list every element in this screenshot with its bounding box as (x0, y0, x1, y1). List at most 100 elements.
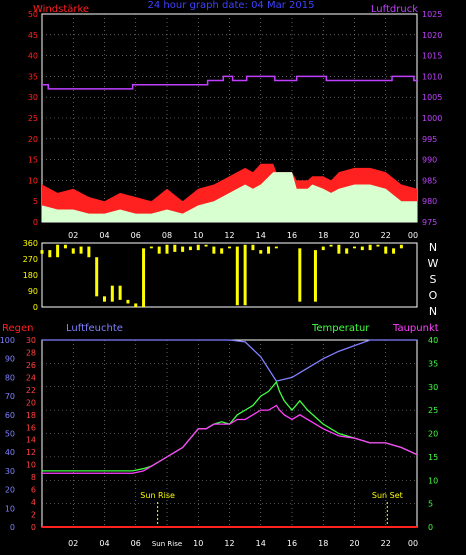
climate-time-tick: 14 (256, 539, 266, 548)
wind-time-tick: 16 (287, 231, 297, 240)
rain-tick-label: 0 (31, 523, 36, 532)
climate-time-tick: 18 (318, 539, 328, 548)
pressure-tick-label: 990 (422, 156, 437, 165)
pressure-tick-label: 1025 (422, 10, 442, 19)
pressure-axis-label: Luftdruck (371, 4, 418, 15)
wind-time-tick: 00 (408, 231, 418, 240)
wind-tick-label: 10 (28, 176, 38, 185)
wind-tick-label: 45 (28, 31, 38, 40)
wind-tick-label: 5 (33, 197, 38, 206)
wind-tick-label: 25 (28, 114, 38, 123)
humidity-tick-label: 30 (5, 467, 15, 476)
pressure-tick-label: 975 (422, 218, 437, 227)
temperature-tick-label: 40 (428, 336, 438, 345)
wind-time-tick: 12 (224, 231, 234, 240)
rain-tick-label: 16 (26, 423, 36, 432)
direction-tick-label: 90 (28, 287, 38, 296)
direction-tick-label: 270 (23, 255, 38, 264)
pressure-tick-label: 1000 (422, 114, 442, 123)
pressure-tick-label: 1020 (422, 31, 442, 40)
temperature-tick-label: 35 (428, 359, 438, 368)
compass-label: W (428, 257, 439, 270)
rain-tick-label: 4 (31, 498, 36, 507)
temperature-tick-label: 0 (428, 523, 433, 532)
compass-label: S (430, 273, 437, 286)
wind-tick-label: 0 (33, 218, 38, 227)
rain-legend: Regen (2, 323, 34, 334)
wind-time-tick: 18 (318, 231, 328, 240)
climate-time-tick: 10 (193, 539, 203, 548)
rain-tick-label: 26 (26, 361, 36, 370)
sun-marker-label: Sun Set (372, 491, 403, 500)
direction-tick-label: 180 (23, 271, 38, 280)
pressure-tick-label: 995 (422, 135, 437, 144)
humidity-tick-label: 100 (0, 336, 15, 345)
climate-time-tick: 16 (287, 539, 297, 548)
wind-tick-label: 15 (28, 156, 38, 165)
humidity-tick-label: 70 (5, 392, 15, 401)
humidity-tick-label: 40 (5, 448, 15, 457)
wind-time-tick: 04 (99, 231, 109, 240)
rain-tick-label: 6 (31, 486, 36, 495)
compass-label: N (429, 241, 437, 254)
humidity-tick-label: 50 (5, 430, 15, 439)
chart-marks: 0510152025303540455097598098599099510001… (0, 10, 442, 548)
pressure-line (42, 75, 417, 90)
climate-time-tick: 02 (68, 539, 78, 548)
temperature-tick-label: 15 (428, 453, 438, 462)
dewpoint-line (42, 404, 418, 474)
rain-tick-label: 10 (26, 461, 36, 470)
temperature-legend: Temperatur (311, 323, 370, 334)
humidity-tick-label: 60 (5, 411, 15, 420)
temperature-line (42, 380, 418, 472)
wind-time-tick: 06 (131, 231, 141, 240)
wind-tick-label: 50 (28, 10, 38, 19)
wind-average-area (42, 172, 417, 222)
wind-time-tick: 20 (349, 231, 359, 240)
direction-tick-label: 360 (23, 239, 38, 248)
compass-label: O (429, 289, 438, 302)
compass-label: N (429, 305, 437, 318)
humidity-legend: Luftfeuchte (66, 323, 123, 334)
humidity-tick-label: 10 (5, 504, 15, 513)
pressure-tick-label: 980 (422, 197, 437, 206)
rain-tick-label: 18 (26, 411, 36, 420)
sun-marker-label: Sun Rise (140, 491, 175, 500)
pressure-tick-label: 985 (422, 176, 437, 185)
wind-axis-label: Windstärke (33, 4, 89, 15)
humidity-tick-label: 0 (10, 523, 15, 532)
rain-tick-label: 22 (26, 386, 36, 395)
pressure-tick-label: 1010 (422, 72, 442, 81)
direction-tick-label: 0 (33, 303, 38, 312)
climate-time-tick: 20 (349, 539, 359, 548)
wind-tick-label: 35 (28, 72, 38, 81)
humidity-tick-label: 20 (5, 486, 15, 495)
temperature-tick-label: 25 (428, 406, 438, 415)
rain-tick-label: 28 (26, 348, 36, 357)
rain-tick-label: 8 (31, 473, 36, 482)
humidity-line (42, 339, 417, 382)
rain-tick-label: 14 (26, 436, 36, 445)
temperature-tick-label: 20 (428, 430, 438, 439)
climate-time-tick: 22 (381, 539, 391, 548)
wind-time-tick: 10 (193, 231, 203, 240)
temperature-tick-label: 10 (428, 476, 438, 485)
wind-time-tick: 02 (68, 231, 78, 240)
rain-tick-label: 20 (26, 398, 36, 407)
pressure-tick-label: 1015 (422, 52, 442, 61)
wind-tick-label: 20 (28, 135, 38, 144)
climate-time-tick: 06 (131, 539, 141, 548)
sunrise-time-tick: Sun Rise (152, 540, 182, 548)
pressure-tick-label: 1005 (422, 93, 442, 102)
wind-time-tick: 14 (256, 231, 266, 240)
climate-time-tick: 00 (408, 539, 418, 548)
temperature-tick-label: 5 (428, 500, 433, 509)
rain-tick-label: 2 (31, 511, 36, 520)
rain-tick-label: 24 (26, 373, 36, 382)
temperature-tick-label: 30 (428, 383, 438, 392)
climate-time-tick: 12 (224, 539, 234, 548)
rain-tick-label: 12 (26, 448, 36, 457)
rain-tick-label: 30 (26, 336, 36, 345)
humidity-tick-label: 80 (5, 373, 15, 382)
